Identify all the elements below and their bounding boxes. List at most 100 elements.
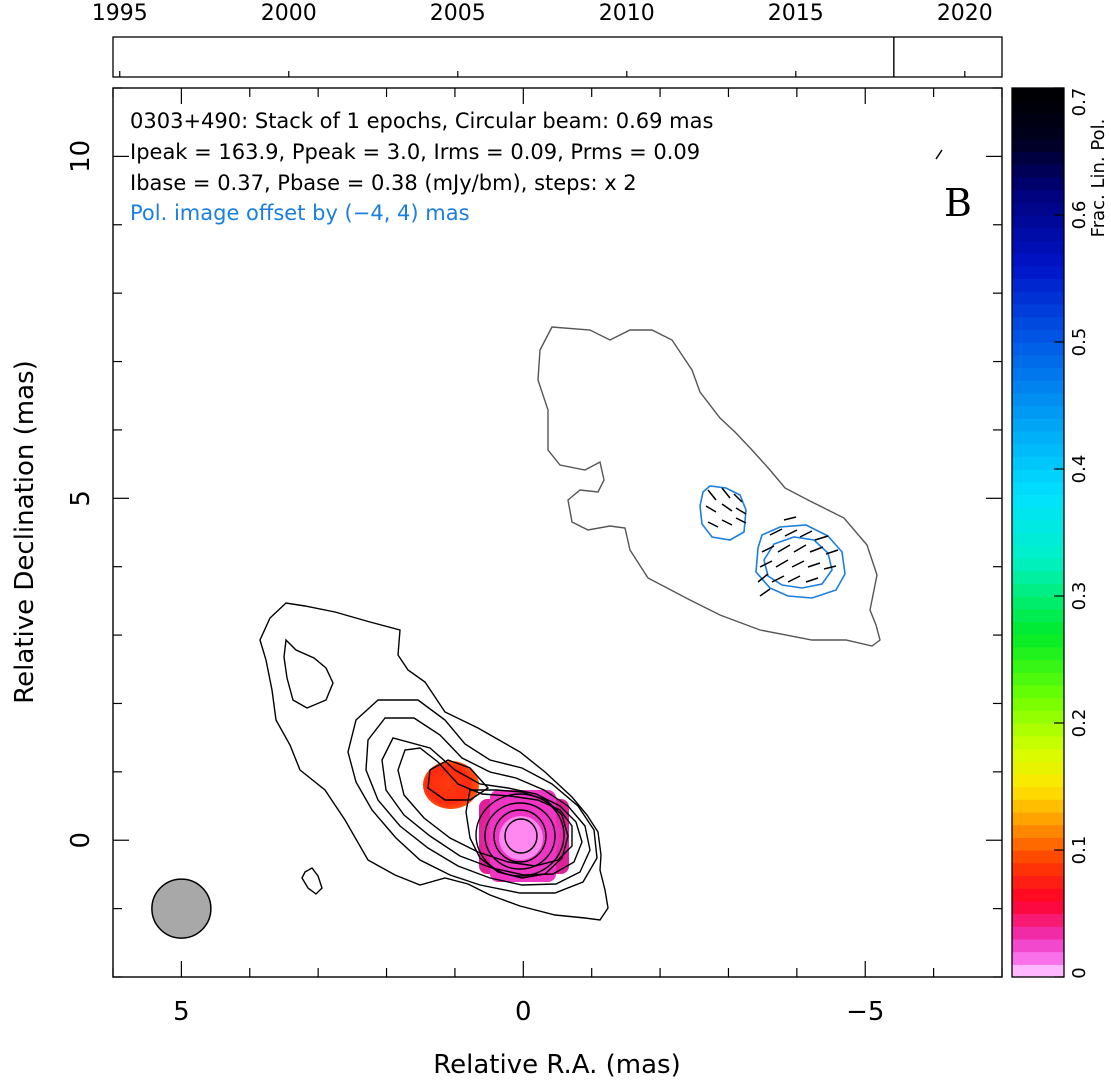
- evpa-vector: [783, 516, 797, 521]
- restoring-beam: [151, 878, 212, 939]
- colorbar-band: [1012, 545, 1064, 559]
- timeline-tick-label: 2015: [768, 1, 824, 26]
- colorbar-band: [1012, 100, 1064, 114]
- colorbar-band: [1012, 329, 1064, 343]
- colorbar-band: [1012, 443, 1064, 457]
- colorbar-label: Frac. Lin. Pol.: [1088, 119, 1109, 238]
- colorbar-band: [1012, 138, 1064, 153]
- colorbar-ticks: 0 0.1 0.2 0.3 0.4 0.5 0.6 0.7: [1054, 87, 1090, 979]
- stokes-i-contour-5: [397, 747, 573, 867]
- evpa-vector: [784, 529, 798, 537]
- colorbar-band: [1012, 951, 1064, 965]
- evpa-vector: [799, 530, 813, 538]
- evpa-vectors: [705, 149, 943, 597]
- colorbar-band: [1012, 253, 1064, 267]
- timeline-tick-label: 2010: [599, 1, 655, 26]
- colorbar-band: [1012, 354, 1064, 368]
- stokes-i-contour-knot: [427, 759, 490, 801]
- timeline-tick-label: 2000: [261, 1, 317, 26]
- colorbar-band: [1012, 570, 1064, 584]
- y-tick-label: 0: [66, 832, 96, 849]
- colorbar-band: [1012, 938, 1064, 953]
- pol-offset-stokes-i-outline: [537, 326, 881, 647]
- colorbar-band: [1012, 557, 1064, 572]
- timeline: 1995 2000 2005 2010 2015 2020: [92, 1, 1003, 78]
- evpa-vector: [761, 545, 775, 553]
- axis-tick-labels: 5 0 −5 0 5 10: [66, 140, 884, 1027]
- colorbar-band: [1012, 862, 1064, 876]
- colorbar: 0 0.1 0.2 0.3 0.4 0.5 0.6 0.7 Frac. Lin. Pol.: [1011, 87, 1109, 979]
- evpa-vector: [791, 560, 805, 568]
- colorbar-band: [1012, 405, 1064, 419]
- colorbar-band: [1012, 532, 1064, 546]
- colorbar-band: [1012, 380, 1064, 394]
- colorbar-band: [1012, 126, 1064, 140]
- colorbar-band: [1012, 456, 1064, 470]
- polarization-offset-image: [537, 149, 943, 647]
- colorbar-band: [1012, 621, 1064, 635]
- colorbar-band: [1012, 151, 1064, 165]
- stokes-i-contour-3: [365, 717, 591, 886]
- timeline-tick-label: 1995: [92, 1, 148, 26]
- evpa-vector: [721, 519, 733, 526]
- colorbar-band: [1012, 672, 1064, 686]
- colorbar-band: [1012, 888, 1064, 902]
- colorbar-band: [1012, 875, 1064, 889]
- evpa-vector: [705, 505, 717, 513]
- colorbar-band: [1012, 418, 1064, 432]
- colorbar-band: [1012, 723, 1064, 737]
- colorbar-band: [1012, 773, 1064, 788]
- stokes-i-contour-4: [381, 737, 583, 876]
- colorbar-band: [1012, 646, 1064, 661]
- colorbar-tick-label: 0.7: [1069, 88, 1090, 117]
- axis-ticks: [112, 87, 1003, 978]
- colorbar-band: [1012, 964, 1064, 978]
- colorbar-band: [1012, 799, 1064, 813]
- colorbar-tick-label: 0: [1069, 967, 1090, 978]
- colorbar-tick-label: 0.5: [1069, 328, 1090, 357]
- timeline-tick-label: 2020: [937, 1, 993, 26]
- stokes-i-contours: [259, 602, 609, 921]
- colorbar-band: [1012, 659, 1064, 673]
- evpa-vector: [759, 560, 773, 568]
- pol-contour-lower-outer: [755, 524, 846, 599]
- x-tick-label: 0: [515, 997, 532, 1027]
- evpa-vector: [769, 528, 783, 536]
- colorbar-band: [1012, 291, 1064, 305]
- stokes-i-contour-islet: [301, 867, 323, 895]
- y-axis-label: Relative Declination (mas): [10, 360, 40, 703]
- header-line-3: Ibase = 0.37, Pbase = 0.38 (mJy/bm), ste…: [130, 171, 637, 195]
- colorbar-band: [1012, 316, 1064, 330]
- colorbar-band: [1012, 596, 1064, 610]
- colorbar-band: [1012, 113, 1064, 127]
- colorbar-band: [1012, 634, 1064, 648]
- evpa-vector: [814, 535, 829, 541]
- timeline-frame: [112, 36, 1003, 78]
- colorbar-band: [1012, 367, 1064, 381]
- colorbar-tick-label: 0.3: [1069, 582, 1090, 611]
- y-tick-label: 10: [66, 140, 96, 173]
- colorbar-band: [1012, 507, 1064, 521]
- colorbar-band: [1012, 469, 1064, 483]
- colorbar-band: [1012, 215, 1064, 229]
- evpa-vector: [825, 549, 839, 555]
- colorbar-band: [1012, 265, 1064, 280]
- colorbar-tick-label: 0.4: [1069, 455, 1090, 484]
- colorbar-tick-label: 0.6: [1069, 201, 1090, 230]
- evpa-vector: [707, 521, 719, 528]
- colorbar-band: [1012, 88, 1064, 102]
- colorbar-band: [1012, 913, 1064, 927]
- timeline-tick-labels: 1995 2000 2005 2010 2015 2020: [92, 1, 993, 77]
- colorbar-band: [1012, 824, 1064, 838]
- header-line-1: 0303+490: Stack of 1 epochs, Circular be…: [130, 109, 713, 133]
- colorbar-band: [1012, 519, 1064, 534]
- evpa-vector: [787, 575, 801, 583]
- evpa-vector: [793, 544, 807, 553]
- colorbar-band: [1012, 926, 1064, 940]
- pol-contour-upper: [699, 485, 747, 541]
- colorbar-band: [1012, 392, 1064, 407]
- evpa-vector: [721, 503, 733, 512]
- pol-contour-lower-inner: [763, 536, 833, 589]
- evpa-vector: [823, 565, 837, 570]
- evpa-vector: [805, 577, 819, 583]
